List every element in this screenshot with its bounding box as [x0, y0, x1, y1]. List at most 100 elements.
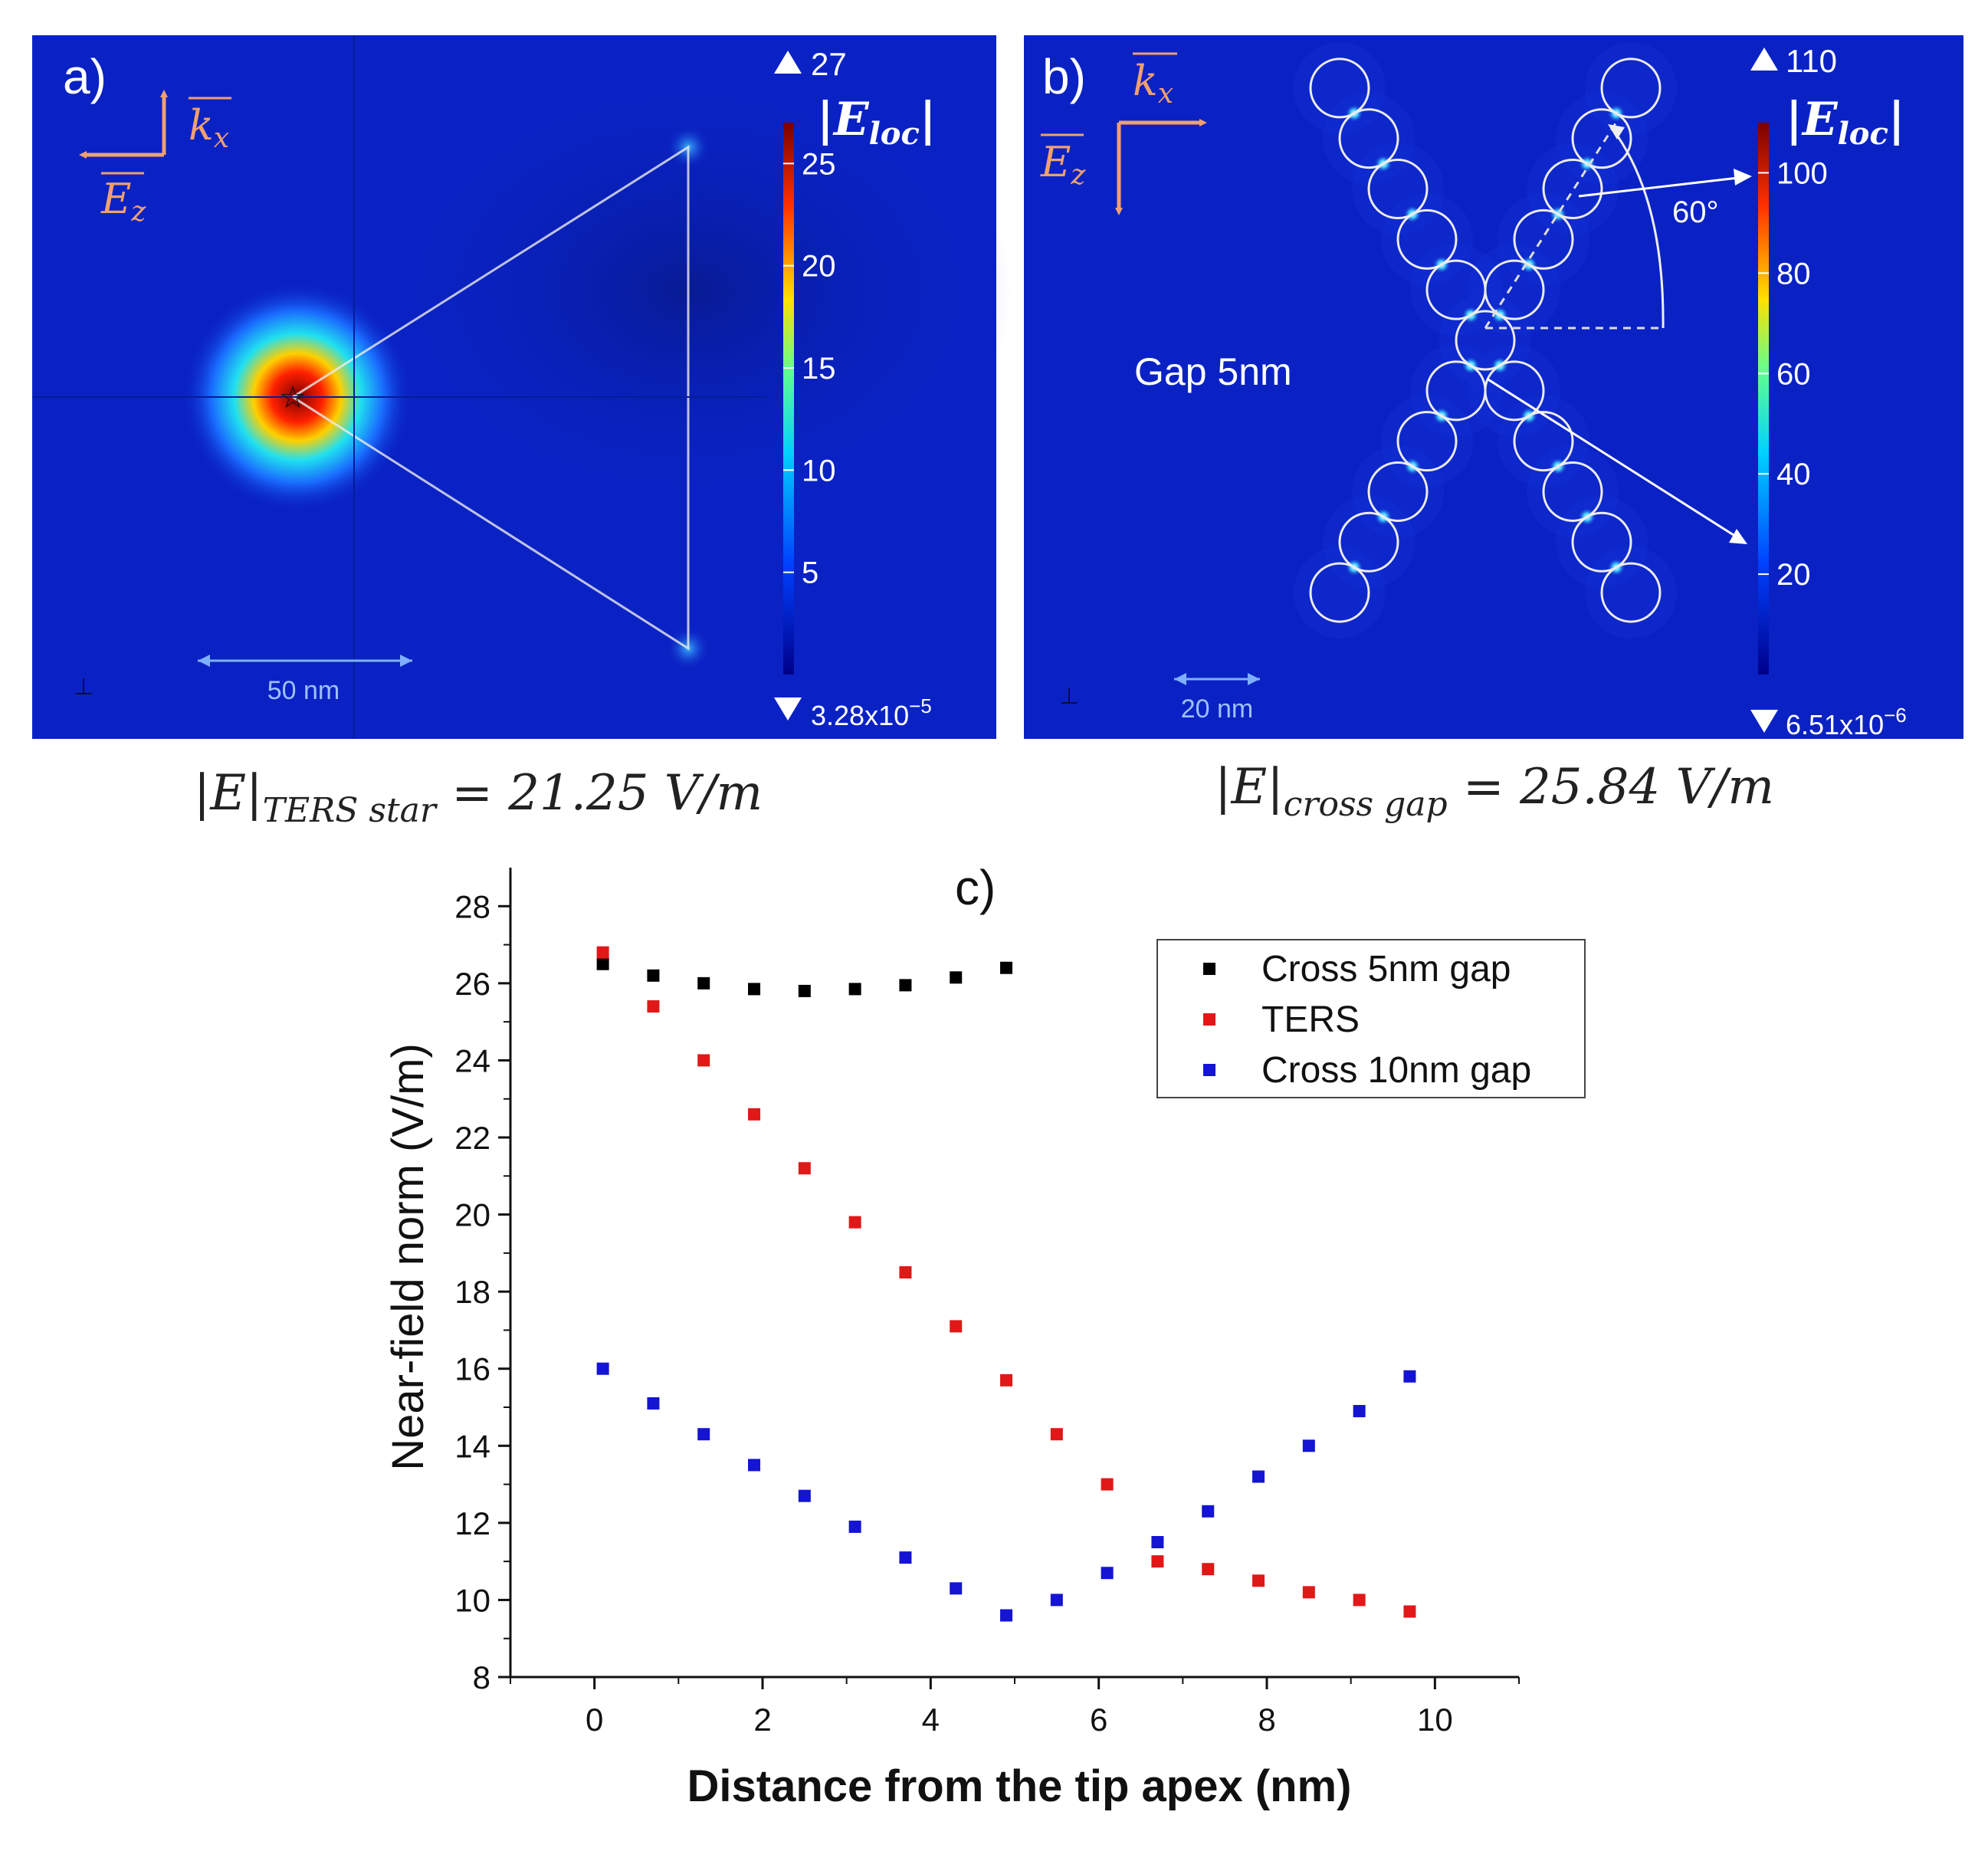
legend-label: TERS [1261, 999, 1360, 1040]
panel-a-caption: |E|TERS star = 21.25 V/m [194, 765, 763, 830]
legend: Cross 5nm gap TERS Cross 10nm gap [1156, 939, 1586, 1098]
panel-b-mini-axes-icon: ⊥ [1059, 684, 1079, 709]
point-ters [1000, 1374, 1013, 1387]
panel-b-colorbar-tick-label: 100 [1776, 156, 1828, 190]
nanoparticle-outline [1484, 360, 1545, 422]
point-cross-5nm-gap [647, 969, 660, 982]
panel-a-colorbar-tick-label: 10 [802, 454, 836, 487]
panel-b-colorbar-min: 6.51x10−6 [1786, 704, 1907, 740]
nanoparticle-outline [1513, 208, 1574, 270]
panel-a-colorbar-tick-label: 5 [802, 556, 818, 590]
panel-b-colorbar-tick-label: 40 [1776, 458, 1811, 491]
point-cross-5nm-gap [697, 976, 710, 990]
panel-b-field-map [1024, 35, 1963, 739]
particle-halo [1294, 546, 1386, 639]
point-ters [1151, 1555, 1164, 1568]
panel-b-colorbar-title: |Eloc| [1786, 93, 1905, 152]
nanoparticle-outline [1600, 57, 1662, 119]
x-tick-label: 6 [1090, 1702, 1107, 1738]
panel-b-scale-bar-left-head [1174, 673, 1186, 685]
x-tick-label: 2 [753, 1702, 771, 1738]
nanoparticle-outline [1309, 57, 1370, 119]
y-tick-label: 22 [454, 1120, 490, 1156]
panel-b: b) kx Ez Gap 5nm 60° 20 nm ⊥ 110 |Eloc| … [1024, 35, 1963, 740]
x-axis-label: Distance from the tip apex (nm) [687, 1761, 1352, 1811]
point-cross-10nm-gap [1050, 1594, 1063, 1607]
panel-a-colorbar-min-triangle [774, 697, 802, 720]
angle-label: 60° [1672, 195, 1719, 229]
panel-a-mini-axes-icon: ⊥ [74, 674, 93, 700]
point-cross-10nm-gap [1403, 1370, 1416, 1383]
x-tick-label: 8 [1258, 1702, 1275, 1738]
legend-marker [1203, 1064, 1215, 1076]
panel-b-colorbar-tick-label: 60 [1776, 357, 1811, 391]
point-cross-5nm-gap [596, 957, 609, 970]
panel-a-colorbar-tick-label: 25 [802, 147, 836, 181]
panel-a-e-label: Ez [100, 175, 146, 228]
point-cross-10nm-gap [848, 1520, 861, 1533]
panel-a-dim-region [368, 61, 1012, 521]
point-cross-5nm-gap [950, 971, 963, 984]
nanoparticle-outline [1455, 310, 1516, 371]
legend-box [1156, 939, 1586, 1098]
panel-a-colorbar-max: 27 [811, 46, 847, 82]
nanoparticle-outline [1513, 411, 1574, 472]
point-ters [1403, 1605, 1416, 1618]
point-ters [748, 1108, 761, 1121]
point-ters [1202, 1563, 1215, 1576]
point-cross-10nm-gap [1101, 1567, 1114, 1580]
nanoparticle-outline [1542, 461, 1603, 522]
pointer-arrow-lower [1486, 377, 1734, 537]
panel-b-e-label: Ez [1040, 138, 1086, 191]
legend-label: Cross 10nm gap [1261, 1050, 1531, 1091]
x-tick-label: 4 [922, 1702, 940, 1738]
nanoparticle-outline [1484, 259, 1545, 320]
panel-b-colorbar-min-triangle [1750, 710, 1778, 733]
panel-a-colorbar-max-triangle [774, 51, 802, 74]
point-ters [596, 946, 609, 959]
point-cross-10nm-gap [1353, 1405, 1366, 1418]
point-ters [1302, 1586, 1315, 1599]
gap-label: Gap 5nm [1134, 350, 1292, 393]
point-cross-10nm-gap [647, 1397, 660, 1410]
panel-b-caption: |E|cross gap = 25.84 V/m [1215, 759, 1774, 824]
pointer-arrow-upper [1578, 176, 1739, 198]
point-cross-5nm-gap [848, 983, 861, 996]
panel-a-scale-bar-right-head [400, 655, 412, 667]
y-tick-label: 16 [454, 1351, 490, 1387]
point-cross-10nm-gap [798, 1489, 811, 1502]
panel-b-label: b) [1042, 49, 1086, 104]
legend-marker [1203, 963, 1215, 975]
nanoparticle-outline [1309, 562, 1370, 623]
cross-nanostructure [1294, 41, 1677, 639]
legend-label: Cross 5nm gap [1261, 949, 1511, 990]
panel-a-colorbar-tick-label: 15 [802, 352, 836, 386]
y-tick-label: 26 [454, 966, 490, 1002]
panel-a-colorbar [783, 123, 794, 674]
point-ters [1252, 1574, 1265, 1587]
particle-halo [1585, 546, 1677, 639]
particle-halo [1294, 41, 1386, 134]
point-cross-10nm-gap [748, 1459, 761, 1472]
point-ters [1101, 1478, 1114, 1491]
nanoparticle-outline [1600, 562, 1662, 623]
x-tick-label: 0 [586, 1702, 603, 1738]
panel-a-scale-bar-left-head [198, 655, 210, 667]
point-ters [950, 1320, 963, 1333]
panel-b-scale-bar-right-head [1248, 673, 1260, 685]
nanoparticle-outline [1571, 511, 1632, 573]
point-cross-10nm-gap [1252, 1470, 1265, 1483]
particle-halo [1585, 41, 1677, 134]
pointer-arrow-lower-head [1729, 529, 1747, 544]
panel-a: ☆ a) kx Ez 50 nm ⊥ 27 |Eloc| 25 20 15 10 5 3… [32, 35, 1012, 739]
x-tick-label: 10 [1417, 1702, 1453, 1738]
nanoparticle-outline [1396, 411, 1458, 472]
panel-a-colorbar-title: |Eloc| [817, 93, 937, 152]
panel-c-label: c) [955, 860, 996, 915]
panel-b-colorbar-ticks: 100 80 60 40 20 [1758, 156, 1828, 592]
point-cross-10nm-gap [899, 1551, 912, 1564]
panel-b-colorbar-max-triangle [1750, 48, 1778, 71]
nanoparticle-outline [1367, 159, 1429, 220]
